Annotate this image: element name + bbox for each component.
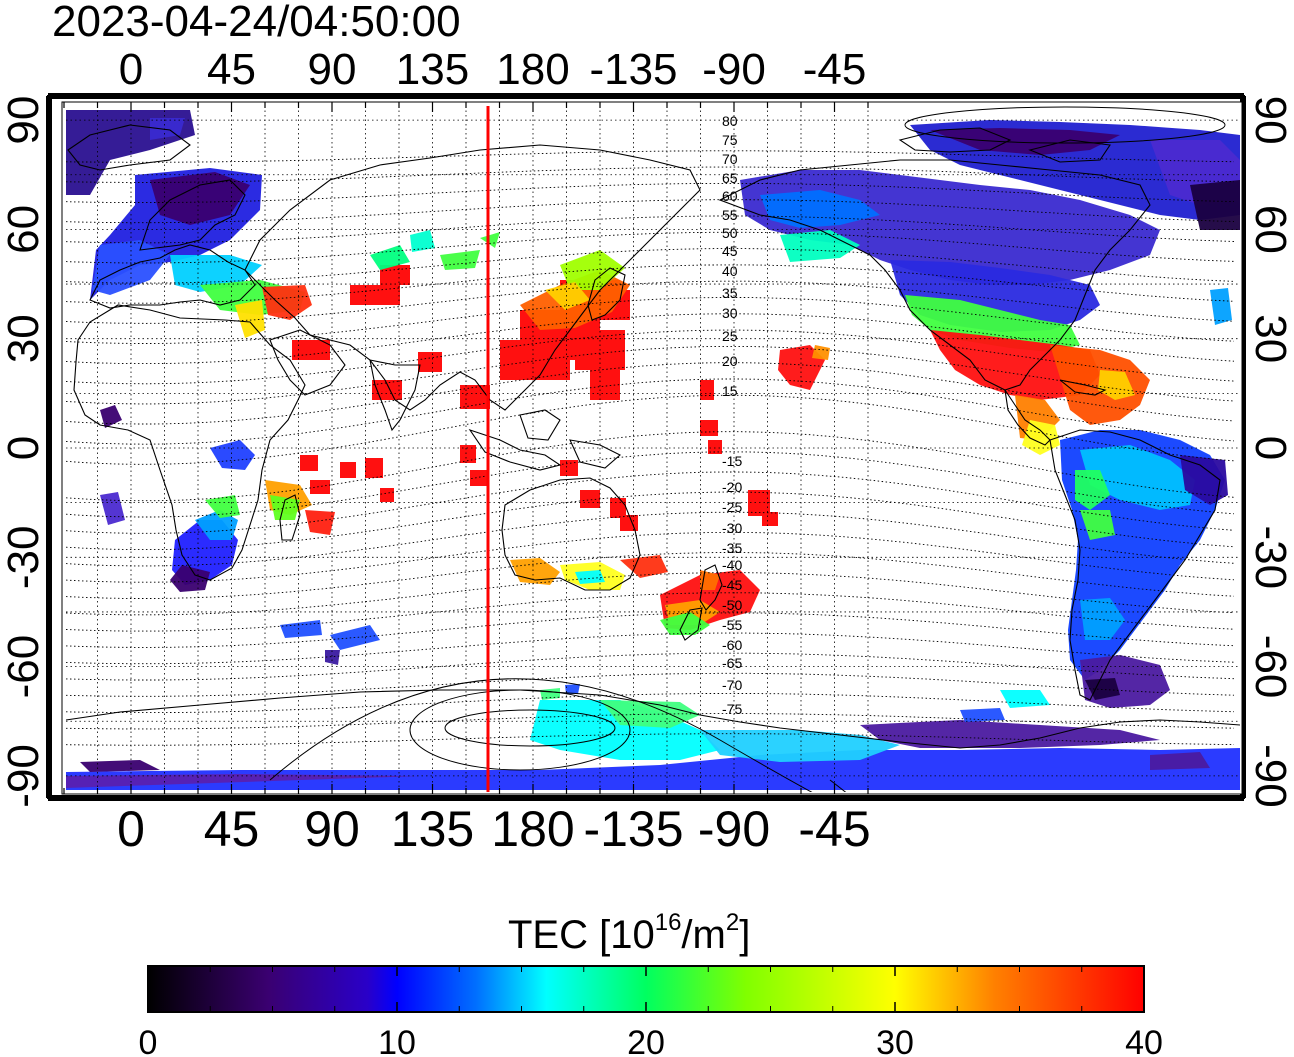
maglat-label: -40 xyxy=(722,557,742,573)
lat-tick-left: 60 xyxy=(0,205,48,254)
maglat-label: 35 xyxy=(722,285,738,301)
magnetic-latitude-labels: 80 75 70 65 60 55 50 45 40 35 30 25 20 15 -15 -20 -25 -30… xyxy=(722,113,742,717)
lon-tick-bottom: -135 xyxy=(583,801,683,857)
lat-tick-right: -60 xyxy=(1246,635,1294,699)
maglat-label: 80 xyxy=(722,113,738,129)
maglat-label: -15 xyxy=(722,453,742,469)
lon-tick-bottom: 180 xyxy=(491,801,574,857)
maglat-label: 65 xyxy=(722,170,738,186)
maglat-label: 60 xyxy=(722,188,738,204)
lon-tick-top: -45 xyxy=(803,45,867,94)
lat-tick-right: 0 xyxy=(1246,436,1294,460)
maglat-label: -75 xyxy=(722,701,742,717)
colorbar-tick-label: 30 xyxy=(876,1024,914,1057)
maglat-label: -25 xyxy=(722,499,742,515)
colorbar-tick-label: 0 xyxy=(139,1024,158,1057)
lon-tick-bottom: 45 xyxy=(204,801,260,857)
magnetic-latitude-contours xyxy=(66,106,1235,792)
maglat-label: 45 xyxy=(722,243,738,259)
timestamp-label: 2023-04-24/04:50:00 xyxy=(52,0,461,46)
graticule xyxy=(63,102,1240,794)
maglat-label: 30 xyxy=(722,305,738,321)
maglat-label: 70 xyxy=(722,151,738,167)
lon-tick-top: 0 xyxy=(119,45,143,94)
maglat-label: 75 xyxy=(722,132,738,148)
map-panel: 80 75 70 65 60 55 50 45 40 35 30 25 20 15 -15 -20 -25 -30… xyxy=(46,93,1246,801)
maglat-label: -20 xyxy=(722,479,742,495)
lat-tick-left: 0 xyxy=(0,436,48,460)
colorbar: TEC [1016/m2] 0 10 20 30 40 xyxy=(139,909,1163,1057)
latitude-axis-right: 90 60 30 0 -30 -60 -90 xyxy=(1246,96,1294,808)
maglat-label: 40 xyxy=(722,263,738,279)
maglat-label: 55 xyxy=(722,207,738,223)
colorbar-tick-label: 20 xyxy=(627,1024,665,1057)
maglat-label: -55 xyxy=(722,617,742,633)
maglat-label: -30 xyxy=(722,520,742,536)
lat-tick-right: -30 xyxy=(1246,526,1294,590)
lon-tick-bottom: 90 xyxy=(304,801,360,857)
maglat-label: -60 xyxy=(722,637,742,653)
lat-tick-left: 30 xyxy=(0,314,48,363)
lon-tick-top: -135 xyxy=(589,45,677,94)
lon-tick-top: 90 xyxy=(308,45,357,94)
tec-data-layer xyxy=(66,110,1240,790)
longitude-axis-bottom: 0 45 90 135 180 -135 -90 -45 xyxy=(117,801,871,857)
colorbar-title: TEC [1016/m2] xyxy=(508,909,750,957)
lon-tick-top: 45 xyxy=(207,45,256,94)
lon-tick-top: 180 xyxy=(496,45,569,94)
lat-tick-right: 90 xyxy=(1246,96,1294,145)
lon-tick-bottom: -45 xyxy=(798,801,870,857)
maglat-label: -35 xyxy=(722,540,742,556)
lat-tick-left: -30 xyxy=(0,526,48,590)
lat-tick-right: 60 xyxy=(1246,205,1294,254)
maglat-label: -70 xyxy=(722,677,742,693)
colorbar-tick-label: 40 xyxy=(1125,1024,1163,1057)
maglat-label: -45 xyxy=(722,577,742,593)
lon-tick-bottom: 0 xyxy=(117,801,145,857)
maglat-label: 15 xyxy=(722,383,738,399)
maglat-label: 20 xyxy=(722,353,738,369)
lat-tick-left: -90 xyxy=(0,744,48,808)
maglat-label: -65 xyxy=(722,655,742,671)
lat-tick-right: -90 xyxy=(1246,744,1294,808)
lat-tick-right: 30 xyxy=(1246,314,1294,363)
maglat-label: 25 xyxy=(722,328,738,344)
colorbar-tick-label: 10 xyxy=(378,1024,416,1057)
longitude-axis-top: 0 45 90 135 180 -135 -90 -45 xyxy=(119,45,867,94)
latitude-axis-left: 90 60 30 0 -30 -60 -90 xyxy=(0,96,48,808)
maglat-label: 50 xyxy=(722,225,738,241)
lat-tick-left: -60 xyxy=(0,635,48,699)
lon-tick-top: -90 xyxy=(702,45,766,94)
colorbar-ticks: 0 10 20 30 40 xyxy=(139,966,1163,1057)
lon-tick-bottom: -90 xyxy=(698,801,770,857)
lon-tick-top: 135 xyxy=(396,45,469,94)
lat-tick-left: 90 xyxy=(0,96,48,145)
maglat-label: -50 xyxy=(722,597,742,613)
lon-tick-bottom: 135 xyxy=(391,801,474,857)
